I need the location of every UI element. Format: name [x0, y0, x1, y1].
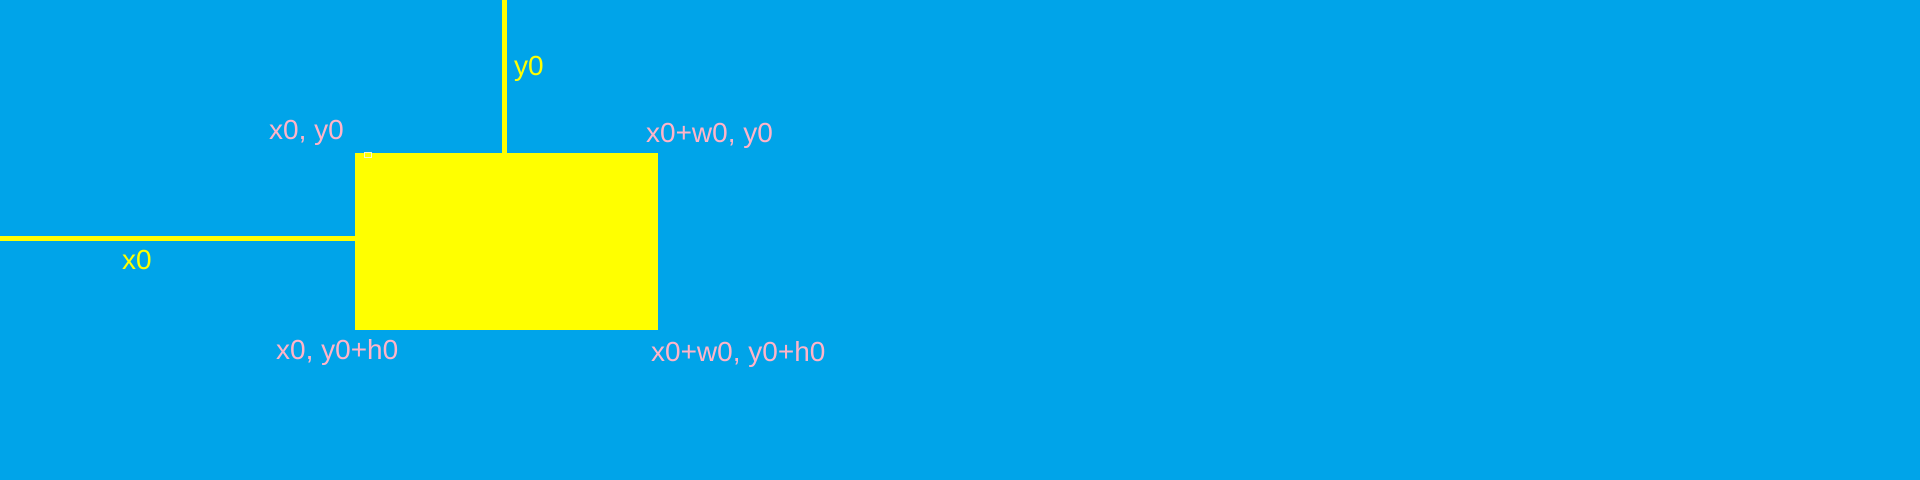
- bottom-right-corner-label: x0+w0, y0+h0: [651, 336, 826, 367]
- top-left-corner-label: x0, y0: [269, 114, 344, 145]
- top-right-corner-label: x0+w0, y0: [646, 117, 773, 148]
- x0-guide-label: x0: [122, 244, 152, 275]
- x0-guide-line: [0, 236, 356, 241]
- bottom-left-corner-label: x0, y0+h0: [276, 334, 399, 365]
- y0-guide-label: y0: [514, 50, 544, 81]
- origin-marker: [364, 152, 372, 158]
- rectangle-shape: [355, 153, 658, 330]
- y0-guide-line: [502, 0, 507, 154]
